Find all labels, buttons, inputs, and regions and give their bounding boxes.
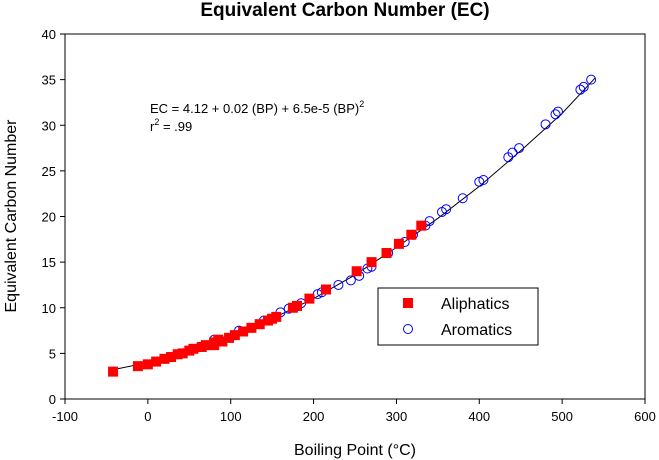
point <box>351 266 362 277</box>
y-tick-label: 20 <box>42 210 56 225</box>
x-tick-label: 600 <box>634 409 656 424</box>
point <box>224 332 235 343</box>
point <box>550 109 561 120</box>
point <box>575 84 586 95</box>
y-tick-label: 15 <box>42 255 56 270</box>
x-axis-label: Boiling Point (°C) <box>294 442 416 459</box>
x-tick-label: 100 <box>220 409 242 424</box>
point <box>142 359 153 370</box>
point <box>553 106 563 117</box>
y-axis-label: Equivalent Carbon Number <box>3 119 20 313</box>
legend-marker <box>403 298 413 308</box>
chart-title: Equivalent Carbon Number (EC) <box>200 0 489 21</box>
point <box>540 119 551 130</box>
point <box>159 353 170 364</box>
point <box>478 175 489 185</box>
point <box>366 257 377 268</box>
point <box>254 319 265 330</box>
r2-sup: 2 <box>154 117 159 127</box>
point <box>514 143 525 154</box>
y-tick-label: 30 <box>42 118 56 133</box>
x-tick-label: 300 <box>386 409 408 424</box>
point <box>217 336 228 347</box>
y-tick-label: 35 <box>42 73 56 88</box>
point <box>209 340 220 351</box>
x-tick-label: 200 <box>303 409 325 424</box>
r2-text: r <box>150 119 155 134</box>
point <box>108 366 119 377</box>
point <box>177 348 188 359</box>
equation-sup: 2 <box>359 99 364 109</box>
legend-label: Aromatics <box>441 322 512 339</box>
point <box>238 326 249 337</box>
r-squared: r2 = .99 <box>150 117 192 134</box>
point <box>166 352 177 363</box>
y-tick-label: 0 <box>49 392 56 407</box>
point <box>457 193 468 204</box>
point <box>292 300 302 311</box>
legend-box <box>377 287 539 346</box>
point <box>345 275 356 286</box>
x-tick-label: -100 <box>52 409 78 424</box>
y-tick-label: 40 <box>42 27 56 42</box>
equation-text: EC = 4.12 + 0.02 (BP) + 6.5e-5 (BP) <box>150 101 359 116</box>
point <box>406 229 417 240</box>
point <box>586 74 597 85</box>
legend-label: Aliphatics <box>441 296 509 313</box>
x-tick-label: 400 <box>468 409 490 424</box>
y-tick-label: 25 <box>42 164 56 179</box>
point <box>132 361 143 372</box>
point <box>441 204 452 215</box>
r2-value: = .99 <box>159 119 192 134</box>
point <box>271 311 282 322</box>
point <box>304 293 315 304</box>
point <box>229 330 240 341</box>
legend-marker <box>403 324 413 334</box>
point <box>151 356 162 367</box>
point <box>188 343 199 354</box>
point <box>246 322 257 333</box>
x-tick-label: 500 <box>551 409 573 424</box>
equation: EC = 4.12 + 0.02 (BP) + 6.5e-5 (BP)2 <box>150 99 364 116</box>
point <box>321 284 331 295</box>
point <box>381 248 392 258</box>
plot-frame <box>64 33 646 400</box>
point <box>578 81 589 92</box>
point <box>393 238 404 249</box>
y-tick-label: 5 <box>49 346 56 361</box>
x-tick-label: 0 <box>144 409 151 424</box>
point <box>507 147 518 158</box>
point <box>416 220 427 231</box>
y-tick-label: 10 <box>42 301 56 316</box>
point <box>200 340 211 351</box>
point <box>333 279 344 290</box>
